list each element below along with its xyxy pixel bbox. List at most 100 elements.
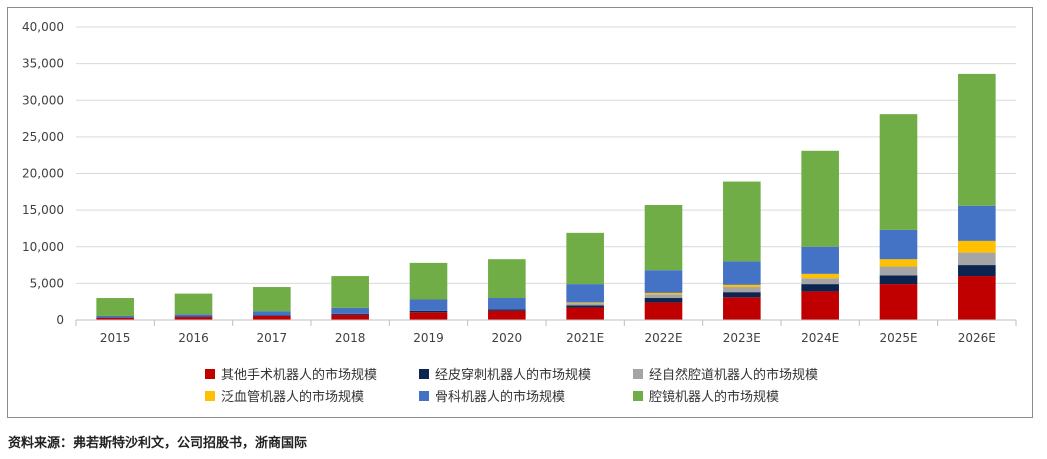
bar-segment xyxy=(566,307,604,320)
x-axis: 2015 2016 2017 2018 2019 2020 2021E 2022E 2023E 2… xyxy=(75,319,1017,345)
bar-segment xyxy=(723,287,761,293)
bar-segment xyxy=(331,313,369,315)
x-tick-label: 2019 xyxy=(413,331,444,345)
bar-segment xyxy=(723,181,761,262)
legend-label: 经皮穿刺机器人的市场规模 xyxy=(435,368,592,383)
bar-segment xyxy=(253,287,291,312)
legend-label: 泛血管机器人的市场规模 xyxy=(221,390,365,405)
bar-segment xyxy=(488,259,526,299)
bar-segment xyxy=(958,265,996,277)
bar-segment xyxy=(644,292,683,295)
source-note: 资料来源：弗若斯特沙利文，公司招股书，浙商国际 xyxy=(8,436,308,451)
y-tick-label: 40,000 xyxy=(22,20,64,34)
bar-segment xyxy=(644,302,683,320)
bar-segment xyxy=(644,204,683,271)
bar-segment xyxy=(879,229,918,260)
y-tick-label: 20,000 xyxy=(22,167,64,181)
x-tick-label: 2021E xyxy=(566,331,604,345)
bar-segment xyxy=(723,261,761,285)
bar-segment xyxy=(96,317,134,320)
bar-segment xyxy=(958,240,996,253)
bar-segment xyxy=(879,275,918,285)
bar-segment xyxy=(253,315,291,320)
bar-segment xyxy=(801,246,839,274)
y-tick-label: 0 xyxy=(56,313,64,327)
bar-segment xyxy=(174,314,213,317)
legend-swatch xyxy=(633,368,643,379)
bar-segment xyxy=(566,232,604,285)
x-tick-label: 2024E xyxy=(801,331,839,345)
bar-segment xyxy=(879,284,918,320)
legend-item: 泛血管机器人的市场规模 xyxy=(205,386,364,405)
x-tick-label: 2026E xyxy=(958,331,996,345)
legend-item: 其他手术机器人的市场规模 xyxy=(205,364,377,383)
bar-segment xyxy=(488,298,526,310)
y-tick-label: 5,000 xyxy=(30,276,64,290)
bar-segment xyxy=(488,310,526,320)
y-tick-label: 35,000 xyxy=(22,57,64,71)
legend-swatch xyxy=(633,390,643,401)
gridlines xyxy=(76,26,1016,284)
bar-segment xyxy=(331,276,369,308)
bar-segment xyxy=(96,298,134,316)
bar-segment xyxy=(409,299,448,311)
bar-segment xyxy=(801,273,839,279)
y-tick-label: 25,000 xyxy=(22,130,64,144)
legend-item: 经自然腔道机器人的市场规模 xyxy=(633,364,818,383)
legend-swatch xyxy=(205,368,215,379)
legend-label: 经自然腔道机器人的市场规模 xyxy=(649,368,819,383)
bar-segment xyxy=(801,291,839,320)
legend-item: 腔镜机器人的市场规模 xyxy=(633,386,779,405)
bar-segment xyxy=(409,310,448,313)
legend-label: 骨科机器人的市场规模 xyxy=(435,390,566,405)
bar-segment xyxy=(958,73,996,206)
bar-segment xyxy=(958,205,996,241)
legend-swatch xyxy=(419,368,429,379)
bar-segment xyxy=(801,150,839,247)
y-tick-label: 10,000 xyxy=(22,240,64,254)
bar-segment xyxy=(566,284,604,303)
bar-segment xyxy=(566,305,604,308)
bar-segment xyxy=(723,292,761,298)
bar-segment xyxy=(644,294,683,299)
legend-item: 经皮穿刺机器人的市场规模 xyxy=(419,364,591,383)
x-tick-label: 2025E xyxy=(879,331,917,345)
bar-segment xyxy=(879,114,918,230)
bar-segment xyxy=(801,284,839,292)
bars xyxy=(96,73,996,320)
bar-segment xyxy=(331,314,369,320)
bar-segment xyxy=(174,293,213,315)
legend-item: 骨科机器人的市场规模 xyxy=(419,386,565,405)
bar-segment xyxy=(253,315,291,316)
y-tick-label: 30,000 xyxy=(22,93,64,107)
legend-swatch xyxy=(419,390,429,401)
bar-segment xyxy=(488,309,526,311)
stacked-bar-chart: 0 5,000 10,000 15,000 20,000 25,000 30,000 35,0… xyxy=(22,20,1017,345)
bar-segment xyxy=(409,262,448,300)
bar-segment xyxy=(409,312,448,320)
bar-segment xyxy=(879,266,918,276)
bar-segment xyxy=(253,311,291,316)
legend-swatch xyxy=(205,390,215,401)
legend-label: 腔镜机器人的市场规模 xyxy=(649,390,780,405)
bar-segment xyxy=(566,303,604,306)
bar-segment xyxy=(723,284,761,288)
bar-segment xyxy=(96,315,134,318)
bar-segment xyxy=(331,307,369,314)
bar-segment xyxy=(723,297,761,320)
chart-frame: 0 5,000 10,000 15,000 20,000 25,000 30,000 35,0… xyxy=(7,7,1033,418)
x-tick-label: 2020 xyxy=(492,331,523,345)
bar-segment xyxy=(644,270,683,293)
bar-segment xyxy=(566,302,604,304)
x-tick-label: 2018 xyxy=(335,331,366,345)
bar-segment xyxy=(958,276,996,320)
x-tick-label: 2015 xyxy=(100,331,131,345)
y-axis: 0 5,000 10,000 15,000 20,000 25,000 30,000 35,0… xyxy=(22,20,64,327)
x-tick-label: 2017 xyxy=(257,331,288,345)
bar-segment xyxy=(801,278,839,285)
bar-segment xyxy=(958,252,996,266)
y-tick-label: 15,000 xyxy=(22,203,64,217)
bar-segment xyxy=(174,316,213,318)
bar-segment xyxy=(174,317,213,320)
legend-label: 其他手术机器人的市场规模 xyxy=(221,368,378,383)
